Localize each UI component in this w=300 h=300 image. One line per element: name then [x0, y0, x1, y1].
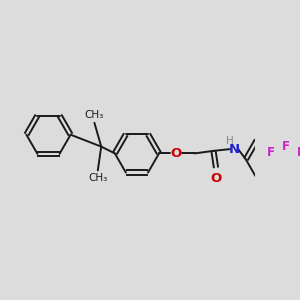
Text: O: O — [170, 147, 182, 160]
Text: CH₃: CH₃ — [88, 173, 107, 183]
Text: CH₃: CH₃ — [85, 110, 104, 120]
Text: O: O — [210, 172, 222, 185]
Text: N: N — [229, 142, 240, 156]
Text: F: F — [282, 140, 290, 153]
Text: H: H — [226, 136, 233, 146]
Text: F: F — [297, 146, 300, 160]
Text: F: F — [266, 146, 274, 160]
